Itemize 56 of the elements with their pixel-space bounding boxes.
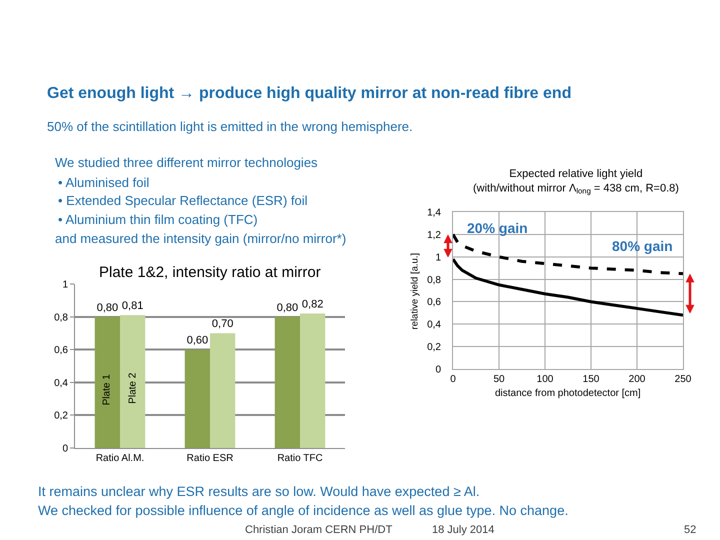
data-label: 0,80 bbox=[96, 302, 118, 314]
series-label: Plate 2 bbox=[127, 372, 138, 404]
y-tick-label: 0,4 bbox=[54, 378, 68, 389]
x-tick-label: Ratio Al.M. bbox=[96, 453, 144, 464]
annotation: 20% gain bbox=[467, 220, 528, 236]
text: It remains unclear why ESR results are so low. Would have expected ≥ Al. bbox=[38, 484, 480, 499]
y-tick-label: 0,8 bbox=[54, 312, 68, 324]
bar bbox=[184, 350, 210, 448]
y-tick-label: 0,2 bbox=[427, 342, 442, 354]
y-tick-label: 1 bbox=[62, 280, 68, 290]
chart-title: Expected relative light yield (with/without mirror Λ$_{long}$ = 438 cm, R=0.8) bbox=[473, 168, 679, 196]
x-tick-label: 250 bbox=[674, 374, 692, 385]
text: • Aluminised foil bbox=[58, 175, 150, 190]
bar bbox=[274, 316, 300, 448]
x-tick-label: 150 bbox=[582, 374, 600, 385]
x-tick-label: 0 bbox=[450, 374, 456, 385]
x-axis-title: distance from photodetector [cm] bbox=[495, 388, 641, 399]
y-tick-label: 0 bbox=[62, 444, 68, 454]
y-tick-label: 0,6 bbox=[54, 345, 68, 356]
line-series bbox=[453, 258, 683, 317]
text: Christian Joram CERN PH/DT bbox=[245, 524, 393, 536]
y-tick-label: 0,8 bbox=[427, 274, 442, 286]
text: We studied three different mirror technologies bbox=[55, 155, 318, 170]
data-label: 0,70 bbox=[212, 318, 234, 330]
y-tick-label: 1 bbox=[435, 252, 442, 264]
text: 52 bbox=[684, 524, 696, 536]
y-tick-label: 0 bbox=[435, 364, 442, 376]
x-tick-label: 100 bbox=[536, 374, 554, 385]
bar bbox=[210, 333, 236, 448]
annotation: 80% gain bbox=[612, 238, 673, 254]
text: 18 July 2014 bbox=[432, 524, 494, 536]
chart-title: Plate 1&2, intensity ratio at mirror bbox=[99, 264, 321, 281]
text: 50% of the scintillation light is emitted in the wrong hemisphere. bbox=[47, 119, 413, 134]
x-tick-label: Ratio TFC bbox=[277, 453, 323, 464]
data-label: 0,60 bbox=[186, 334, 208, 347]
y-tick-label: 0,2 bbox=[54, 410, 68, 422]
x-tick-label: 200 bbox=[628, 374, 646, 385]
series-label: Plate 1 bbox=[101, 374, 112, 406]
text: • Aluminium thin film coating (TFC) bbox=[58, 212, 258, 227]
y-tick-label: 1,2 bbox=[427, 230, 442, 241]
data-label: 0,81 bbox=[122, 300, 144, 312]
data-label: 0,82 bbox=[302, 298, 324, 311]
bar bbox=[120, 315, 146, 448]
data-label: 0,80 bbox=[276, 302, 298, 314]
y-axis-title: relative yield [a.u.] bbox=[410, 252, 420, 330]
text: Get enough light → produce high quality mirror at non-read fibre end bbox=[47, 85, 572, 102]
x-tick-label: Ratio ESR bbox=[186, 453, 234, 464]
x-tick-label: 50 bbox=[493, 374, 505, 385]
text: • Extended Specular Reflectance (ESR) foil bbox=[58, 193, 308, 208]
y-tick-label: 1,4 bbox=[427, 208, 442, 218]
text: and measured the intensity gain (mirror/no mirror*) bbox=[55, 231, 346, 246]
bar bbox=[300, 314, 326, 448]
bar bbox=[94, 316, 120, 448]
y-tick-label: 0,6 bbox=[427, 297, 442, 308]
text: We checked for possible influence of angle of incidence as well as glue type. No change. bbox=[38, 503, 568, 518]
y-tick-label: 0,4 bbox=[427, 320, 442, 331]
